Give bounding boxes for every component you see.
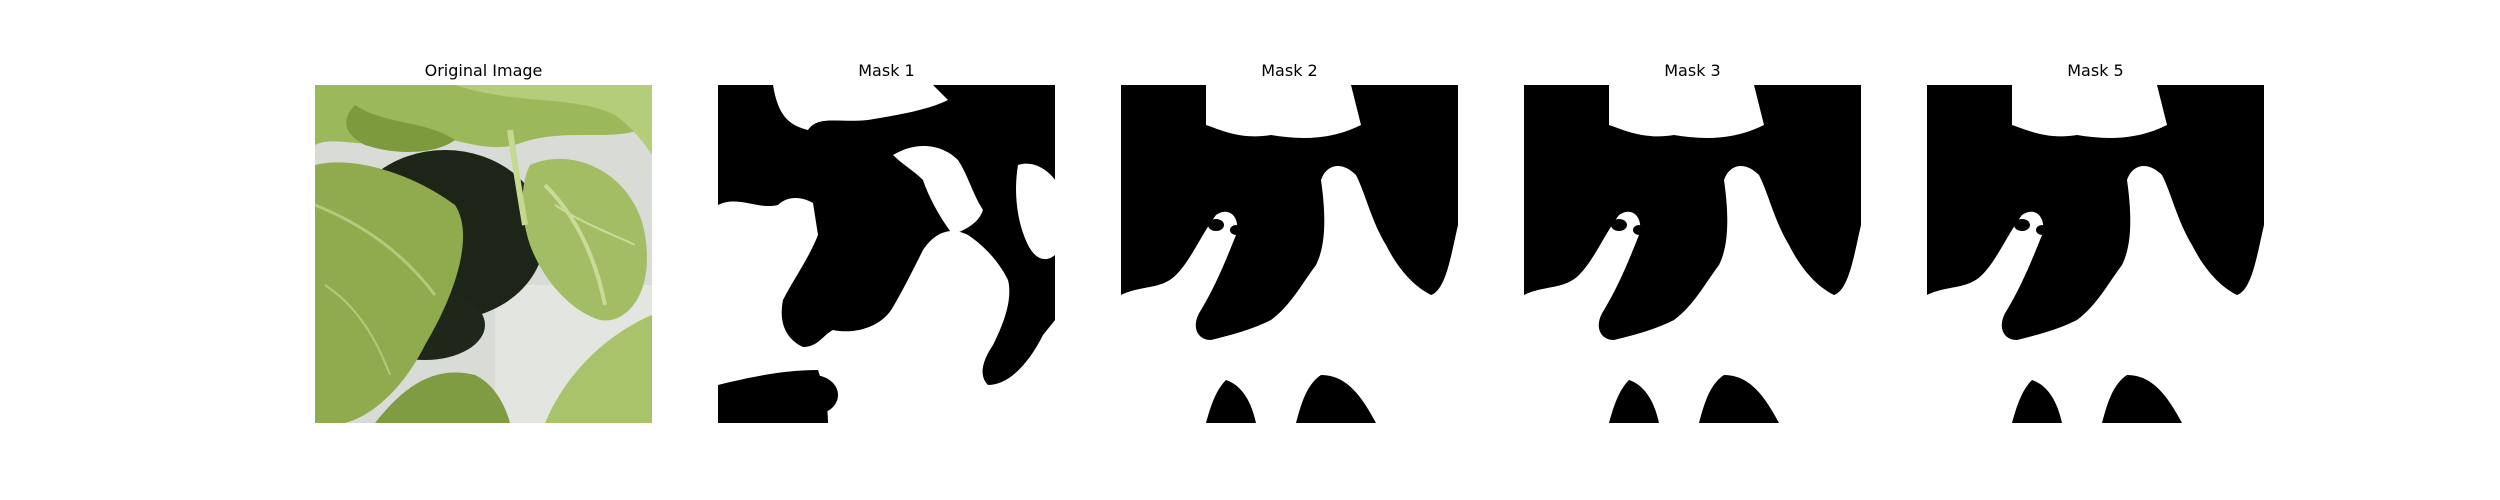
mask-1-image	[718, 85, 1055, 423]
mask-2-image	[1121, 85, 1458, 423]
panel-mask-1: Mask 1	[718, 60, 1055, 424]
binary-mask-3	[1524, 85, 1861, 423]
panel-original-image: Original Image	[315, 60, 652, 424]
panel-mask-2: Mask 2	[1121, 60, 1458, 424]
mask-5-image	[1927, 85, 2264, 423]
binary-mask-2	[1121, 85, 1458, 423]
binary-mask-1	[718, 85, 1055, 423]
panel-mask-5: Mask 5	[1927, 60, 2264, 424]
original-image	[315, 85, 652, 423]
binary-mask-5	[1927, 85, 2264, 423]
plant-photo	[315, 85, 652, 423]
panel-title: Mask 3	[1664, 61, 1721, 80]
panel-title: Mask 1	[858, 61, 915, 80]
panel-title: Mask 2	[1261, 61, 1318, 80]
panel-title: Mask 5	[2067, 61, 2124, 80]
panel-mask-3: Mask 3	[1524, 60, 1861, 424]
mask-3-image	[1524, 85, 1861, 423]
panel-title: Original Image	[424, 61, 543, 80]
